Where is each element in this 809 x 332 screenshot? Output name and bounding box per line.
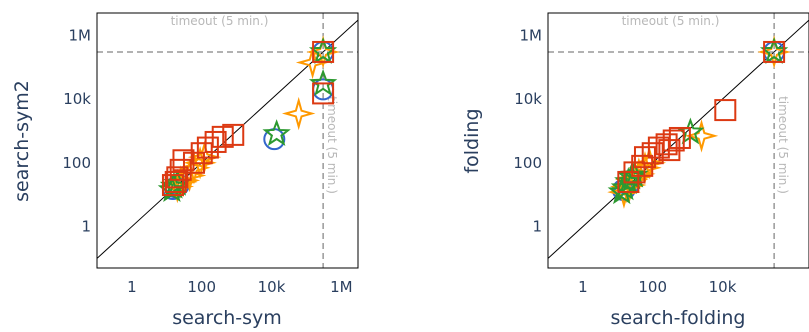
y-tick-label: 10k bbox=[514, 90, 542, 108]
data-point-square-12 bbox=[312, 82, 335, 105]
x-axis-title: search-sym bbox=[172, 307, 282, 329]
plot-frame bbox=[547, 12, 809, 269]
y-tick-label: 100 bbox=[62, 154, 91, 172]
data-point-star4-9 bbox=[757, 35, 791, 69]
x-tick-label: 100 bbox=[187, 278, 216, 296]
timeout-annotation-horizontal: timeout (5 min.) bbox=[171, 14, 269, 28]
x-tick-label: 100 bbox=[638, 278, 667, 296]
y-tick-label: 1M bbox=[69, 26, 92, 44]
x-tick-label: 1M bbox=[330, 278, 353, 296]
timeout-annotation-vertical: timeout (5 min.) bbox=[776, 96, 790, 194]
data-point-square-10 bbox=[714, 99, 737, 122]
x-tick-label: 10k bbox=[258, 278, 286, 296]
y-tick-label: 100 bbox=[513, 154, 542, 172]
data-point-square-6 bbox=[190, 142, 213, 165]
data-point-square-10 bbox=[222, 123, 245, 146]
data-point-square-6 bbox=[655, 133, 678, 156]
timeout-annotation-horizontal: timeout (5 min.) bbox=[622, 14, 720, 28]
data-point-square-4 bbox=[641, 142, 664, 165]
data-point-square-11 bbox=[763, 40, 786, 63]
y-tick-label: 1M bbox=[520, 26, 543, 44]
data-point-square-11 bbox=[312, 40, 335, 63]
data-point-square-1 bbox=[164, 170, 187, 193]
y-axis-title: search-sym2 bbox=[11, 80, 33, 202]
x-tick-label: 1 bbox=[578, 278, 588, 296]
data-point-star5-5 bbox=[262, 119, 291, 147]
diagonal-line bbox=[97, 19, 358, 259]
y-tick-label: 1 bbox=[81, 218, 91, 236]
data-point-square-0 bbox=[161, 174, 184, 197]
data-point-square-8 bbox=[204, 130, 227, 153]
y-axis-title: folding bbox=[461, 108, 483, 173]
data-point-star4-7 bbox=[306, 35, 340, 69]
data-point-star4-9 bbox=[281, 96, 316, 131]
data-point-square-2 bbox=[166, 166, 189, 189]
y-tick-label: 10k bbox=[63, 90, 91, 108]
plot-frame bbox=[96, 12, 359, 269]
data-point-square-9 bbox=[658, 139, 681, 162]
x-tick-label: 1 bbox=[127, 278, 137, 296]
chart-panel-left: timeout (5 min.) timeout (5 min.) 1 100 10k 1… bbox=[11, 12, 359, 329]
y-tick-label: 1 bbox=[532, 218, 542, 236]
x-tick-label: 10k bbox=[709, 278, 737, 296]
data-point-star4-4 bbox=[177, 150, 211, 185]
timeout-annotation-vertical: timeout (5 min.) bbox=[325, 96, 339, 194]
data-point-star5-3 bbox=[308, 37, 338, 64]
data-point-star5-4 bbox=[308, 68, 338, 96]
data-point-star5-6 bbox=[759, 37, 789, 64]
x-axis-title: search-folding bbox=[610, 307, 745, 329]
chart-panel-right: timeout (5 min.) timeout (5 min.) 1 100 10k 1… bbox=[461, 12, 809, 329]
